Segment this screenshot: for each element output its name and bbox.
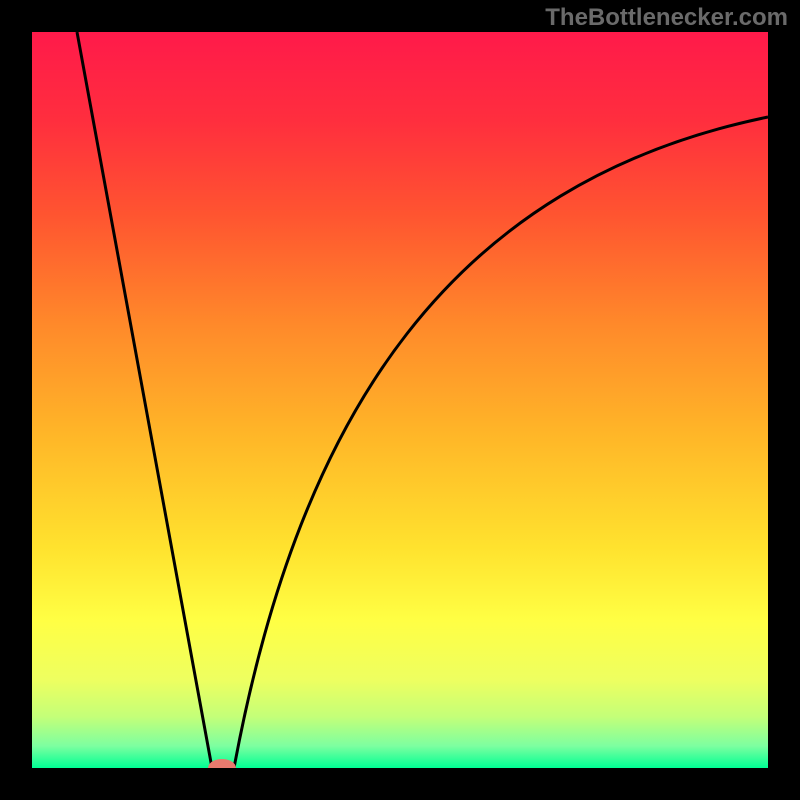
bottleneck-chart: TheBottlenecker.com — [0, 0, 800, 800]
watermark-text: TheBottlenecker.com — [545, 4, 788, 32]
chart-svg — [0, 0, 800, 800]
plot-background — [32, 32, 768, 768]
